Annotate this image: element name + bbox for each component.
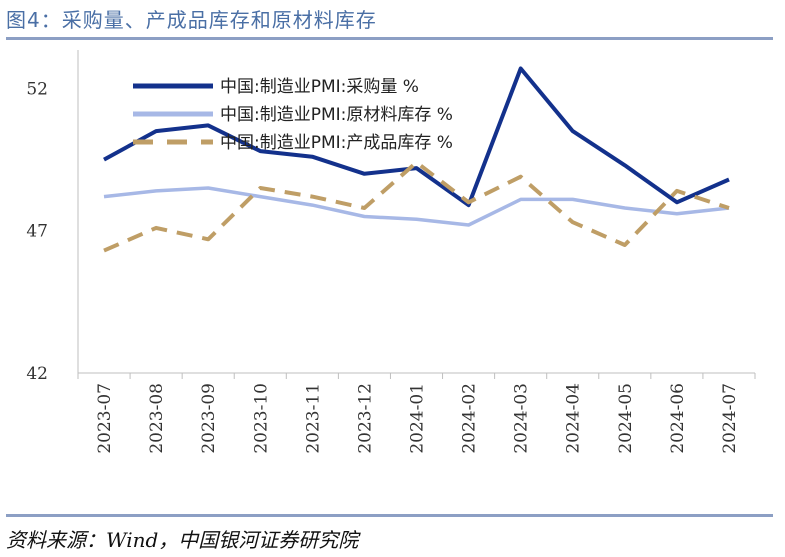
data-point — [675, 212, 679, 216]
y-tick-label: 47 — [26, 222, 48, 242]
chart-legend: 中国:制造业PMI:采购量 % 中国:制造业PMI:原材料库存 % 中国:制造业PM… — [133, 77, 453, 153]
legend-label: 中国:制造业PMI:采购量 % — [220, 77, 419, 97]
data-point — [258, 186, 262, 190]
x-tick-label: 2024-07 — [720, 383, 740, 454]
x-tick-label: 2024-06 — [668, 383, 688, 454]
data-point — [206, 186, 210, 190]
data-point — [675, 189, 679, 193]
data-point — [415, 166, 419, 170]
data-point — [206, 237, 210, 241]
series-line-1 — [103, 186, 730, 227]
data-point — [258, 195, 262, 199]
data-point — [102, 195, 106, 199]
x-tick-label: 2024-04 — [564, 383, 584, 454]
data-point — [467, 200, 471, 204]
data-point — [362, 206, 366, 210]
x-tick-label: 2023-11 — [303, 383, 323, 454]
data-point — [154, 129, 158, 133]
bottom-rule — [6, 514, 773, 517]
x-tick-label: 2024-03 — [512, 383, 532, 454]
data-point — [519, 67, 523, 71]
top-rule — [6, 37, 773, 40]
data-point — [571, 129, 575, 133]
data-point — [310, 195, 314, 199]
data-point — [310, 203, 314, 207]
data-point — [467, 223, 471, 227]
data-point — [102, 158, 106, 162]
data-point — [623, 243, 627, 247]
data-point — [206, 123, 210, 127]
data-point — [415, 217, 419, 221]
data-point — [154, 226, 158, 230]
data-point — [362, 172, 366, 176]
x-tick-label: 2024-05 — [616, 383, 636, 454]
data-point — [675, 200, 679, 204]
legend-label: 中国:制造业PMI:原材料库存 % — [220, 105, 453, 125]
data-point — [310, 155, 314, 159]
data-point — [571, 220, 575, 224]
data-point — [727, 178, 731, 182]
x-tick-label: 2023-07 — [95, 383, 115, 454]
x-tick-label: 2023-12 — [355, 383, 375, 454]
data-point — [362, 215, 366, 219]
x-tick-label: 2024-01 — [408, 383, 428, 454]
source-note: 资料来源：Wind，中国银河证券研究院 — [6, 528, 359, 552]
series-line-0 — [103, 66, 730, 208]
series-line-2 — [103, 160, 730, 253]
x-tick-label: 2023-08 — [147, 383, 167, 454]
y-tick-label: 42 — [26, 364, 48, 384]
figure-title: 图4：采购量、产成品库存和原材料库存 — [6, 8, 377, 32]
data-point — [519, 197, 523, 201]
data-point — [519, 175, 523, 179]
x-tick-label: 2024-02 — [460, 383, 480, 454]
data-point — [623, 163, 627, 167]
x-tick-label: 2023-10 — [251, 383, 271, 454]
legend-label: 中国:制造业PMI:产成品库存 % — [220, 133, 453, 153]
chart-axes: 42 47 52 2023-07 2023-08 2023-09 2023-10 2023-1… — [26, 50, 756, 454]
y-tick-label: 52 — [26, 79, 48, 99]
data-point — [727, 206, 731, 210]
chart-lines — [102, 66, 731, 253]
data-point — [415, 160, 419, 164]
data-point — [154, 189, 158, 193]
data-point — [571, 197, 575, 201]
data-point — [623, 206, 627, 210]
data-point — [102, 249, 106, 253]
x-tick-label: 2023-09 — [199, 383, 219, 454]
